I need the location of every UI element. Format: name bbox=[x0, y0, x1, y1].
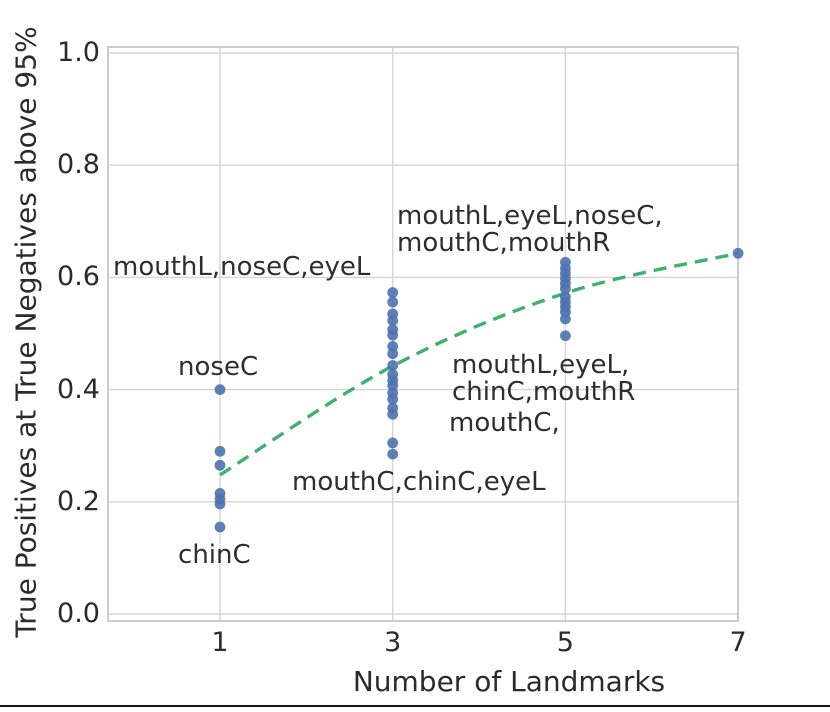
data-point bbox=[214, 459, 226, 471]
data-point bbox=[214, 498, 226, 510]
y-axis-label: True Positives at True Negatives above 9… bbox=[9, 26, 43, 638]
data-point bbox=[387, 287, 399, 298]
annotation-line: noseC bbox=[178, 352, 259, 383]
annotation-line: mouthC, bbox=[449, 407, 560, 438]
annotation-mouthC: mouthC, bbox=[449, 407, 560, 438]
data-point bbox=[560, 330, 571, 342]
annotation-line: mouthL,eyeL, bbox=[452, 350, 630, 381]
data-point bbox=[560, 283, 571, 295]
annotation-line: mouthL,noseC,eyeL bbox=[113, 251, 371, 282]
data-point bbox=[732, 247, 744, 259]
data-point bbox=[387, 437, 399, 449]
data-point bbox=[387, 315, 399, 326]
y-tick-label: 1.0 bbox=[57, 37, 100, 68]
data-point bbox=[214, 384, 226, 395]
x-tick-label: 3 bbox=[384, 627, 402, 658]
data-point bbox=[387, 348, 399, 360]
data-point bbox=[387, 393, 399, 405]
y-tick-label: 0.6 bbox=[57, 261, 100, 293]
annotation-mouthL-eyeL-noseC-mouthC-mouthR: mouthL,eyeL,noseC, mouthC,mouthR bbox=[397, 200, 663, 258]
data-point bbox=[387, 448, 399, 460]
data-point bbox=[387, 329, 399, 341]
annotation-line: mouthC,chinC,eyeL bbox=[292, 466, 546, 497]
y-tick-label: 0.8 bbox=[57, 149, 100, 181]
data-point bbox=[214, 445, 226, 457]
data-point bbox=[387, 360, 399, 371]
annotation-noseC: noseC bbox=[178, 354, 258, 381]
annotation-mouthL-noseC-eyeL: mouthL,noseC,eyeL bbox=[113, 251, 371, 282]
y-tick-label: 0.0 bbox=[57, 598, 100, 629]
y-tick-label: 0.2 bbox=[57, 485, 100, 517]
x-tick-label: 5 bbox=[556, 627, 574, 658]
x-tick-label: 1 bbox=[211, 627, 229, 658]
x-axis-label: Number of Landmarks bbox=[352, 665, 666, 698]
annotation-line: mouthC,mouthR bbox=[397, 227, 611, 258]
bottom-separator-line bbox=[0, 705, 830, 707]
data-point bbox=[560, 313, 571, 325]
annotation-mouthL-eyeL-chinC-mouthR: mouthL,eyeL, chinC,mouthR bbox=[452, 352, 635, 406]
data-point bbox=[387, 296, 399, 308]
data-point bbox=[387, 408, 399, 420]
trend-line bbox=[219, 251, 739, 477]
annotation-line: chinC,mouthR bbox=[452, 377, 636, 408]
data-point bbox=[214, 521, 226, 533]
x-tick-label: 7 bbox=[729, 627, 747, 658]
annotation-chinC: chinC bbox=[178, 542, 251, 569]
y-tick-label: 0.4 bbox=[57, 373, 100, 405]
annotation-mouthC-chinC-eyeL: mouthC,chinC,eyeL bbox=[292, 466, 546, 497]
annotation-line: chinC bbox=[178, 540, 251, 571]
plot-frame bbox=[107, 46, 739, 622]
annotation-line: mouthL,eyeL,noseC, bbox=[397, 200, 663, 231]
